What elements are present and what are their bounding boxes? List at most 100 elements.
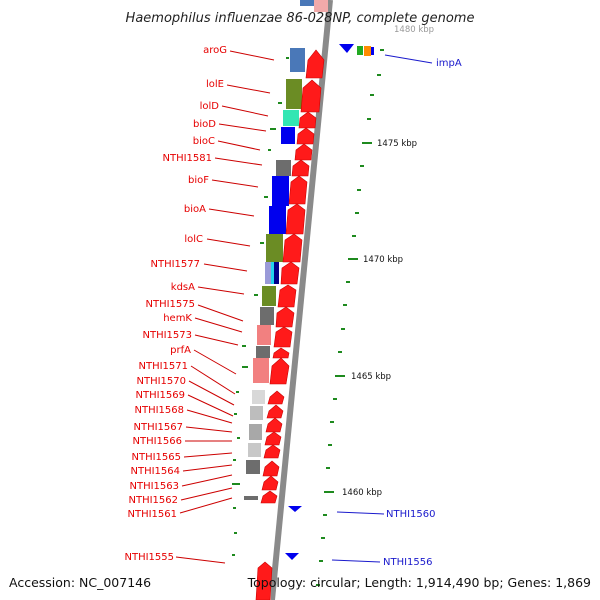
kbp-label-1470: 1470 kbp [363,255,403,265]
gene-arrow [263,444,281,459]
gene-arrow [275,306,295,328]
gene-label: NTHI1573 [142,330,192,341]
segment-nthi1573 [257,325,271,345]
gene-label: aroG [203,45,227,56]
gene-label: NTHI1570 [136,376,186,387]
gene-arrow [265,417,283,433]
segment-nthi1570 [252,390,265,404]
segment-nthi1565 [246,460,260,474]
gene-arrow [277,284,297,308]
right-leader-lines [331,54,433,563]
gene-label: bioD [193,119,216,130]
gene-arrow [300,79,322,113]
gene-arrow-reverse [288,506,302,512]
gene-label: NTHI1555 [124,552,174,563]
gene-label: NTHI1565 [131,452,181,463]
gene-label: NTHI1577 [150,259,200,270]
gene-label: lolC [184,234,203,245]
gene-arrow [305,49,325,79]
gene-block-orange [364,46,371,56]
gene-label: hemK [163,313,192,324]
segment-bioa [269,206,286,234]
kbp-label-1475: 1475 kbp [377,139,417,149]
gene-label: bioC [193,136,215,147]
gene-label-impa: impA [436,58,462,69]
kbp-label-1460: 1460 kbp [342,488,382,498]
gene-arrow [282,233,303,263]
segment-nthi1568 [249,424,262,440]
segment-nthi1566 [248,443,261,457]
gene-label: NTHI1568 [134,405,184,416]
gene-label: NTHI1575 [145,299,195,310]
gene-arrow-reverse [285,553,299,560]
gene-label: kdsA [171,282,195,293]
gene-label: prfA [170,345,191,356]
accession-text: Accession: NC_007146 [9,575,151,590]
map-title: Haemophilus influenzae 86-028NP, complet… [126,11,475,26]
segment-nthi1569 [250,406,263,420]
gene-arrow [262,460,280,477]
segment-arog [290,48,305,72]
segment-lolc [266,234,283,262]
gene-label: NTHI1562 [128,495,178,506]
gene-arrow [272,347,290,359]
gene-label: bioA [184,204,206,215]
gene-arrow [269,357,290,385]
gene-arrow [266,404,284,419]
gene-arrow [294,143,313,161]
gene-arrow [314,0,328,12]
segment-nthi1577b [271,262,276,284]
segment-prfa-b [253,358,269,383]
segment-nthi1577c [274,262,279,284]
gene-arrow [264,431,282,446]
gene-label-nthi1556: NTHI1556 [383,557,433,568]
segment-kdsa [262,286,276,306]
gene-arrow-reverse [339,44,354,53]
gene-arrow [260,490,278,504]
segment-nthi1581 [276,160,291,176]
segment-nthi1562 [244,496,258,500]
segment-lold [283,110,299,126]
gene-label: bioF [188,175,209,186]
gene-label: NTHI1563 [129,481,179,492]
gene-block-green [357,46,363,55]
kbp-label-1465: 1465 kbp [351,372,391,382]
gene-label: lolD [200,101,220,112]
gene-arrow [285,203,306,235]
gene-arrow [296,127,315,145]
genome-backbone [269,0,333,600]
segment-lole [286,79,302,109]
reverse-gene-arrows [285,44,374,560]
gene-label: NTHI1581 [162,153,212,164]
gene-label: NTHI1561 [127,509,177,520]
left-gene-labels: aroG lolE lolD bioD bioC NTHI1581 bioF b… [124,45,227,563]
gene-arrow [288,175,308,205]
gene-label: lolE [206,79,224,90]
gene-label-nthi1560: NTHI1560 [386,509,436,520]
genome-summary-text: Topology: circular; Length: 1,914,490 bp… [247,575,591,590]
gene-arrow [291,159,310,177]
gene-arrow [261,475,279,491]
segment-prfa [256,346,270,358]
gene-label: NTHI1566 [132,436,182,447]
gene-label: NTHI1567 [133,422,183,433]
segment-nthi1577a [265,262,271,284]
right-gene-labels: impA NTHI1560 NTHI1556 [383,58,462,568]
gene-arrow [255,561,273,600]
scale-ticks [232,49,384,586]
gene-arrow [280,261,300,285]
gene-block-blue [371,47,374,55]
gene-arrow [273,326,293,348]
gene-label: NTHI1571 [138,361,188,372]
gene-arrow [267,390,285,405]
gene-label: NTHI1564 [130,466,180,477]
segment-nthi1575 [260,307,274,325]
gene-arrow [298,111,317,129]
segment-biod [281,127,295,144]
forward-gene-arrows [255,0,328,600]
left-leader-lines [175,50,275,564]
segment-top [300,0,314,6]
kbp-label-1480: 1480 kbp [394,25,434,35]
gene-label: NTHI1569 [135,390,185,401]
